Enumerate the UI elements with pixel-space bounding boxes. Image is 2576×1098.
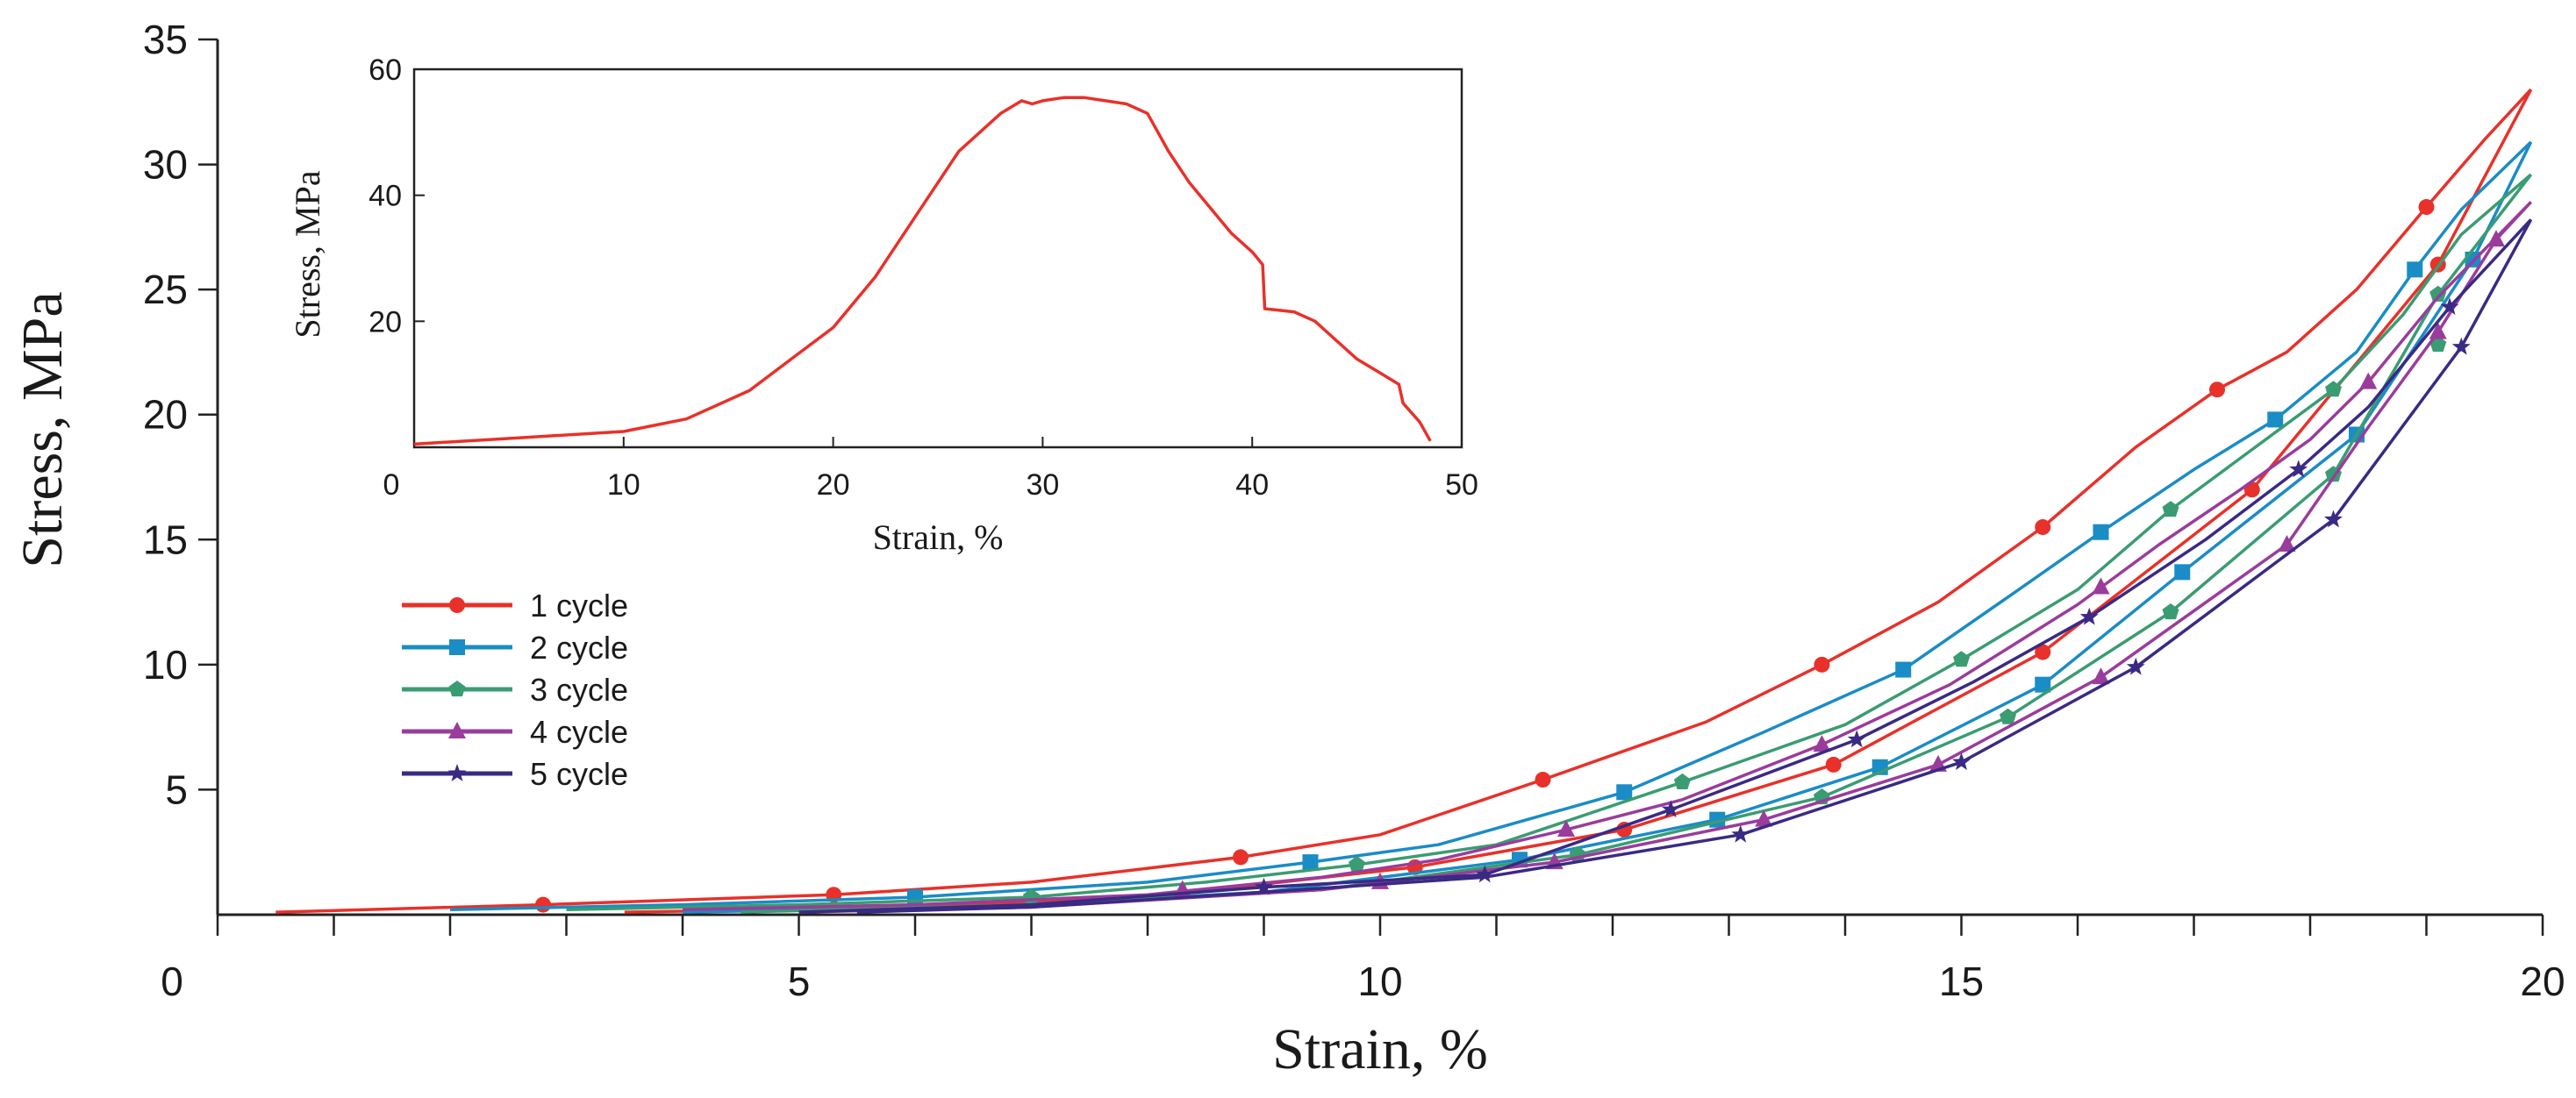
legend-marker	[448, 722, 466, 738]
legend-label: 3 cycle	[530, 672, 628, 708]
series-1-loading-line	[275, 88, 2532, 914]
inset-x-tick-label: 10	[607, 468, 640, 502]
series-5-point	[2440, 297, 2459, 315]
series-4-point	[2429, 322, 2447, 339]
inset-tick-group: 0 10 20 30 40 50 20 40 60	[369, 53, 1478, 502]
series-5-point	[1255, 877, 1273, 895]
series-4-point	[2359, 372, 2378, 389]
series-4-point	[2487, 230, 2505, 247]
series-3-point	[2162, 603, 2179, 620]
inset-x-tick-label: 30	[1026, 468, 1059, 502]
inset-x-axis-title: Strain, %	[873, 517, 1004, 557]
series-5-point	[2126, 657, 2145, 675]
series-1-point	[1825, 756, 1842, 773]
series-1-point	[1233, 849, 1249, 866]
legend-marker	[449, 597, 465, 613]
inset-stress-strain-line	[413, 96, 1432, 446]
series-3-point	[2000, 708, 2016, 724]
series-5-point	[2079, 607, 2099, 625]
series-2-point	[907, 889, 923, 906]
series-2-point	[2267, 411, 2284, 428]
series-3-point	[2429, 285, 2447, 302]
series-4-point	[2278, 534, 2296, 552]
inset-y-axis-title: Stress, MPa	[288, 170, 327, 338]
x-tick-label: 15	[1939, 959, 1984, 1004]
y-tick-label: 15	[143, 517, 188, 562]
main-y-axis-title: Stress, MPa	[11, 291, 75, 567]
inset-series-group	[413, 96, 1432, 446]
series-2-point	[2407, 261, 2423, 278]
series-1-point	[1814, 656, 1830, 673]
series-3-point	[2162, 501, 2179, 517]
series-4-loading-line	[682, 201, 2532, 912]
legend-label: 5 cycle	[530, 756, 628, 792]
series-5-point	[1952, 752, 1971, 770]
main-tick-group: 0 5 10 15 20 5 10 15 20 25 30 35	[143, 17, 2565, 1004]
series-1-point	[2209, 381, 2225, 398]
series-1-point	[535, 896, 551, 913]
series-2-point	[2174, 564, 2191, 581]
series-4-point	[1813, 735, 1831, 752]
series-4-point	[2092, 577, 2110, 595]
inset-y-tick-label: 60	[369, 53, 402, 87]
series-1-point	[1535, 772, 1551, 788]
series-5-point	[2324, 510, 2343, 528]
series-4-point	[1755, 809, 1773, 827]
series-1-point	[2035, 644, 2051, 660]
series-5-point	[1661, 800, 1680, 818]
main-series-group	[275, 88, 2533, 914]
series-5-point	[1847, 730, 1866, 748]
x-tick-label: 10	[1357, 959, 1402, 1004]
series-2-point	[2035, 676, 2051, 693]
x-tick-label: 5	[788, 959, 811, 1004]
y-tick-label: 35	[143, 17, 188, 62]
inset-x-tick-label: 50	[1445, 468, 1478, 502]
inset-y-tick-label: 20	[369, 305, 402, 339]
series-3-point	[1674, 773, 1691, 789]
series-2-point	[1616, 784, 1633, 801]
inset-frame	[412, 68, 1463, 449]
series-3-point	[1349, 856, 1365, 873]
y-tick-label: 30	[143, 142, 188, 188]
series-5-point	[1475, 865, 1494, 883]
y-tick-label: 10	[143, 642, 188, 688]
series-2-point	[1895, 661, 1912, 678]
series-4-point	[1557, 820, 1575, 838]
legend-marker	[448, 681, 466, 697]
main-x-axis-title: Strain, %	[1272, 1017, 1488, 1081]
inset-x-tick-label: 0	[383, 468, 400, 502]
series-5	[798, 218, 2533, 914]
inset-x-tick-label: 20	[817, 468, 850, 502]
inset-y-tick-label: 40	[369, 180, 402, 213]
series-1-point	[2035, 519, 2051, 536]
legend-marker	[447, 764, 467, 781]
series-5-unloading-line	[856, 218, 2533, 914]
series-5-point	[1731, 824, 1750, 843]
legend-label: 2 cycle	[530, 630, 628, 666]
series-5-point	[2451, 337, 2471, 355]
series-3-loading-line	[566, 173, 2532, 912]
series-5-point	[2289, 460, 2308, 478]
y-tick-label: 25	[143, 267, 188, 312]
y-tick-label: 20	[143, 392, 188, 438]
legend-label: 1 cycle	[530, 588, 628, 624]
y-tick-label: 5	[165, 766, 188, 812]
series-3-point	[2325, 381, 2342, 397]
legend-marker	[449, 639, 465, 655]
series-4-point	[2092, 667, 2110, 685]
series-2-point	[2093, 524, 2109, 540]
series-1-point	[2418, 199, 2435, 216]
x-tick-label: 0	[161, 959, 183, 1004]
series-2-point	[1302, 854, 1319, 871]
legend: 1 cycle 2 cycle 3 cycle 4 cycle 5 cycle	[402, 588, 628, 792]
x-tick-label: 20	[2520, 959, 2565, 1004]
series-3-point	[1953, 651, 1970, 667]
inset-x-tick-label: 40	[1235, 468, 1269, 502]
legend-label: 4 cycle	[530, 714, 628, 750]
